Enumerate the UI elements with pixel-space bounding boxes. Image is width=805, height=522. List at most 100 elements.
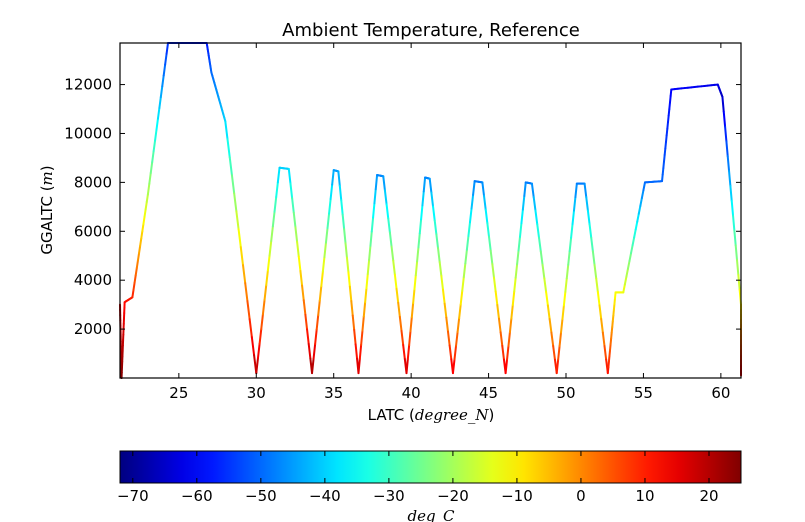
line-segment <box>491 263 495 279</box>
line-segment <box>373 188 377 205</box>
line-segment <box>311 357 315 375</box>
line-segment <box>369 230 373 247</box>
line-segment <box>507 331 511 347</box>
line-segment <box>149 161 154 174</box>
line-segment <box>508 317 513 334</box>
line-segment <box>518 222 523 238</box>
line-segment <box>665 134 668 143</box>
line-segment <box>390 245 395 262</box>
line-segment <box>724 125 728 143</box>
colorbar <box>119 450 742 484</box>
data-line <box>119 42 742 379</box>
line-segment <box>464 248 468 265</box>
line-segment <box>437 247 441 264</box>
colorbar-tick-label: 20 <box>699 487 718 505</box>
line-segment <box>499 331 504 347</box>
line-segment <box>329 183 334 201</box>
line-segment <box>733 229 737 247</box>
line-segment <box>572 196 577 212</box>
line-segment <box>145 193 149 203</box>
line-segment <box>496 303 500 320</box>
line-segment <box>413 274 417 291</box>
line-segment <box>428 177 433 194</box>
line-segment <box>541 263 546 280</box>
colorbar-tick-label: −20 <box>437 487 469 505</box>
line-segment <box>263 284 268 301</box>
line-segment <box>634 220 639 231</box>
line-segment <box>146 182 151 196</box>
x-tick-label: 25 <box>169 384 188 402</box>
line-segment <box>406 344 411 361</box>
line-segment <box>321 256 326 273</box>
line-segment <box>341 213 346 231</box>
line-segment <box>734 244 739 262</box>
line-segment <box>344 242 348 259</box>
line-segment <box>462 262 467 279</box>
line-segment <box>164 52 168 66</box>
line-segment <box>432 205 436 222</box>
line-segment <box>483 195 487 211</box>
line-segment <box>307 342 312 360</box>
x-tick-label: 40 <box>402 384 421 402</box>
line-segment <box>412 288 416 305</box>
line-segment <box>661 173 664 183</box>
line-segment <box>560 317 564 334</box>
line-segment <box>459 289 464 306</box>
line-segment <box>402 343 406 361</box>
line-segment <box>637 204 642 215</box>
line-segment <box>445 316 449 333</box>
line-segment <box>266 254 271 272</box>
line-segment <box>570 223 574 239</box>
line-segment <box>468 207 473 224</box>
line-segment <box>250 336 256 357</box>
line-segment <box>443 302 448 319</box>
line-segment <box>301 284 305 302</box>
line-segment <box>546 304 551 320</box>
line-segment <box>395 287 400 304</box>
colorbar-tick-label: −70 <box>117 487 149 505</box>
line-segment <box>601 331 606 348</box>
line-segment <box>489 249 494 266</box>
x-axis-label: LATC (degree_N) <box>368 406 495 424</box>
line-segment <box>360 329 364 346</box>
line-segment <box>543 277 548 293</box>
line-segment <box>539 250 544 266</box>
line-segment <box>326 212 331 230</box>
line-segment <box>368 244 372 261</box>
line-segment <box>510 303 514 320</box>
line-segment <box>440 274 444 291</box>
line-segment <box>139 237 143 247</box>
line-segment <box>668 95 672 104</box>
line-segment <box>136 252 141 262</box>
line-segment <box>737 273 741 291</box>
line-segment <box>422 176 427 193</box>
line-segment <box>472 180 476 196</box>
line-segment <box>565 263 570 280</box>
line-segment <box>664 140 668 150</box>
line-segment <box>666 114 670 124</box>
line-segment <box>154 128 158 142</box>
colorbar-tick-label: −40 <box>309 487 341 505</box>
line-segment <box>511 290 516 306</box>
line-segment <box>567 250 571 266</box>
colorbar-axis: −70 −60 −50 −40 −30 −20 −10 0 10 20 <box>117 451 719 505</box>
line-segment <box>142 215 146 225</box>
line-segment <box>228 156 233 177</box>
line-segment <box>320 270 324 288</box>
line-segment <box>625 267 629 278</box>
y-tick-label: 6000 <box>74 222 112 240</box>
x-tick-label: 30 <box>247 384 266 402</box>
line-segment <box>591 250 596 266</box>
line-segment <box>642 181 646 192</box>
line-segment <box>235 210 240 231</box>
x-tick-label: 55 <box>634 384 653 402</box>
line-segment <box>661 167 665 176</box>
line-segment <box>244 282 249 303</box>
y-tick-label: 8000 <box>74 173 112 191</box>
line-segment <box>633 228 637 239</box>
line-segment <box>383 189 388 206</box>
line-segment <box>433 219 438 236</box>
line-segment <box>268 240 273 257</box>
line-segment <box>418 218 423 235</box>
